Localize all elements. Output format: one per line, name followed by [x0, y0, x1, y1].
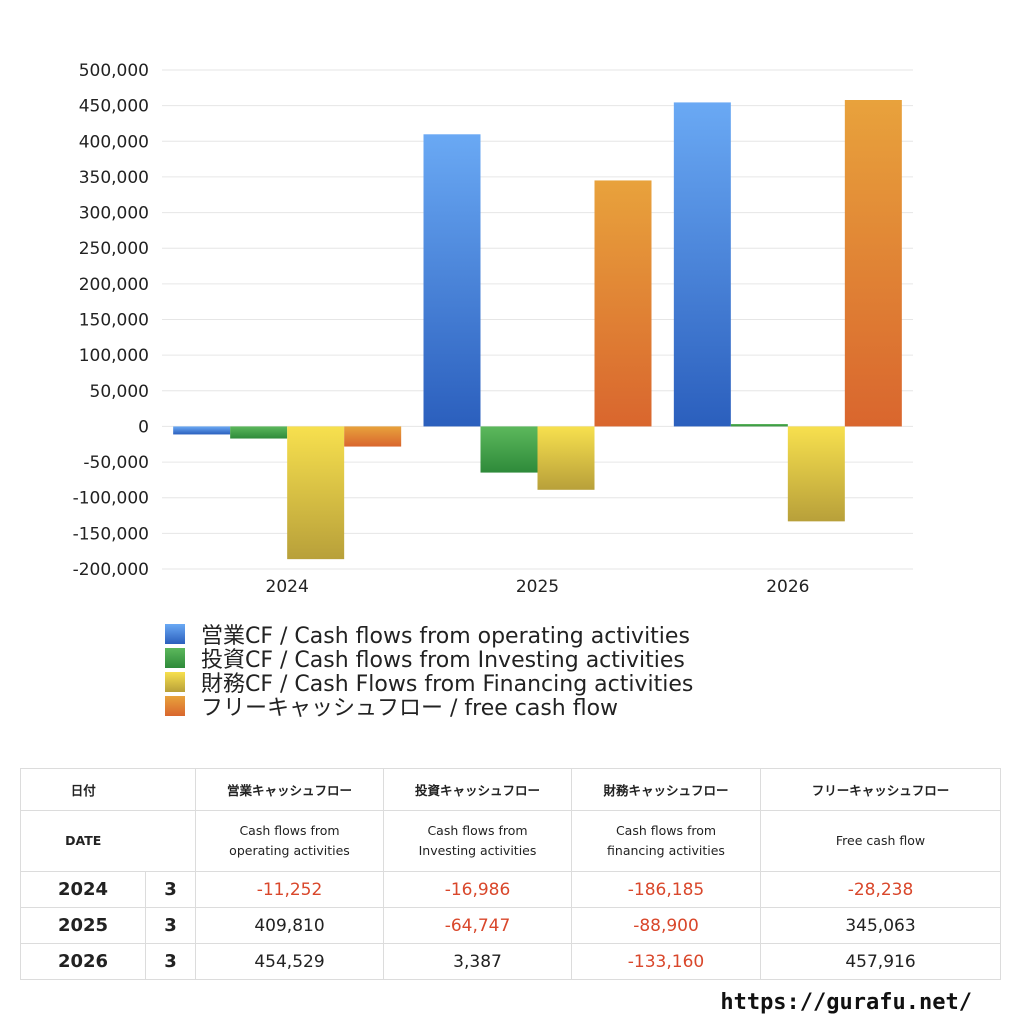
row-operating: 409,810 — [195, 907, 384, 944]
y-tick-label: -100,000 — [73, 489, 149, 509]
site-url: https://gurafu.net/ — [720, 990, 972, 1015]
header-blank-en — [145, 810, 196, 872]
y-tick-label: 450,000 — [79, 97, 149, 117]
header-free-en: Free cash flow — [760, 810, 1001, 872]
legend-item: 投資CF / Cash flows from Investing activit… — [165, 646, 693, 673]
header-financing-en: Cash flows from financing activities — [571, 810, 761, 872]
legend-swatch — [165, 624, 185, 644]
header-operating-en: Cash flows from operating activities — [195, 810, 384, 872]
row-financing: -186,185 — [571, 871, 761, 908]
bar-2025-series-3 — [537, 426, 595, 490]
y-tick-label: 400,000 — [79, 132, 149, 152]
row-year: 2024 — [20, 871, 146, 908]
bar-chart: 500,000 450,000 400,000 350,000 300,000 250,0… — [73, 61, 913, 597]
row-operating: -11,252 — [195, 871, 384, 908]
row-month: 3 — [145, 907, 196, 944]
header-date-en: DATE — [20, 810, 146, 872]
row-investing: -64,747 — [383, 907, 572, 944]
x-tick-label: 2026 — [766, 577, 809, 597]
row-year: 2025 — [20, 907, 146, 944]
table-header-jp: 日付 営業キャッシュフロー 投資キャッシュフロー 財務キャッシュフロー フリーキ… — [20, 768, 1001, 811]
row-investing: -16,986 — [383, 871, 572, 908]
header-investing-en: Cash flows from Investing activities — [383, 810, 572, 872]
y-tick-label: -50,000 — [83, 453, 149, 473]
legend-swatch — [165, 648, 185, 668]
header-date-jp: 日付 — [20, 768, 146, 811]
row-financing: -133,160 — [571, 943, 761, 980]
header-investing-jp: 投資キャッシュフロー — [383, 768, 572, 811]
row-free: 457,916 — [760, 943, 1001, 980]
bar-2026-series-3 — [787, 426, 845, 522]
legend-swatch — [165, 696, 185, 716]
legend-label: 投資CF / Cash flows from Investing activit… — [201, 648, 685, 673]
row-operating: 454,529 — [195, 943, 384, 980]
header-operating-jp: 営業キャッシュフロー — [195, 768, 384, 811]
bar-2024-series-2 — [230, 426, 288, 439]
y-tick-label: 50,000 — [90, 382, 149, 402]
legend-swatch — [165, 672, 185, 692]
legend-label: 営業CF / Cash flows from operating activit… — [201, 624, 690, 649]
y-tick-label: 0 — [138, 417, 149, 437]
y-tick-label: 300,000 — [79, 204, 149, 224]
header-free-jp: フリーキャッシュフロー — [760, 768, 1001, 811]
row-free: -28,238 — [760, 871, 1001, 908]
bar-2025-series-4 — [594, 180, 652, 427]
row-year: 2026 — [20, 943, 146, 980]
legend-label: 財務CF / Cash Flows from Financing activit… — [201, 672, 694, 697]
x-tick-label: 2025 — [516, 577, 559, 597]
bar-2026-series-4 — [844, 99, 902, 427]
legend-item: フリーキャッシュフロー / free cash flow — [165, 694, 693, 721]
y-tick-label: 100,000 — [79, 346, 149, 366]
y-tick-label: 200,000 — [79, 275, 149, 295]
y-tick-label: -200,000 — [73, 560, 149, 580]
y-tick-label: 350,000 — [79, 168, 149, 188]
legend-label: フリーキャッシュフロー / free cash flow — [201, 696, 619, 721]
y-tick-label: 150,000 — [79, 311, 149, 331]
bars — [173, 99, 902, 560]
x-tick-label: 2024 — [266, 577, 309, 597]
table-row: 2025 3 409,810 -64,747 -88,900 345,063 — [20, 907, 1001, 944]
header-financing-jp: 財務キャッシュフロー — [571, 768, 761, 811]
cashflow-table: 日付 営業キャッシュフロー 投資キャッシュフロー 財務キャッシュフロー フリーキ… — [20, 768, 1001, 980]
y-tick-label: 250,000 — [79, 239, 149, 259]
row-free: 345,063 — [760, 907, 1001, 944]
row-financing: -88,900 — [571, 907, 761, 944]
x-axis-ticks: 2024 2025 2026 — [266, 577, 810, 597]
y-tick-label: 500,000 — [79, 61, 149, 81]
chart-legend: 営業CF / Cash flows from operating activit… — [165, 622, 693, 721]
legend-item: 営業CF / Cash flows from operating activit… — [165, 622, 693, 649]
bar-2025-series-1 — [423, 134, 481, 427]
bar-2024-series-4 — [344, 426, 402, 447]
bar-2026-series-2 — [730, 424, 788, 427]
table-row: 2026 3 454,529 3,387 -133,160 457,916 — [20, 943, 1001, 980]
bar-2024-series-1 — [173, 426, 231, 435]
bar-2026-series-1 — [673, 102, 731, 427]
row-month: 3 — [145, 871, 196, 908]
bar-2024-series-3 — [287, 426, 345, 560]
header-blank — [145, 768, 196, 811]
row-month: 3 — [145, 943, 196, 980]
table-row: 2024 3 -11,252 -16,986 -186,185 -28,238 — [20, 871, 1001, 908]
table-header-en: DATE Cash flows from operating activitie… — [20, 810, 1001, 872]
legend-item: 財務CF / Cash Flows from Financing activit… — [165, 670, 693, 697]
row-investing: 3,387 — [383, 943, 572, 980]
y-tick-label: -150,000 — [73, 524, 149, 544]
y-axis-ticks: 500,000 450,000 400,000 350,000 300,000 250,0… — [73, 61, 149, 580]
bar-2025-series-2 — [480, 426, 538, 473]
